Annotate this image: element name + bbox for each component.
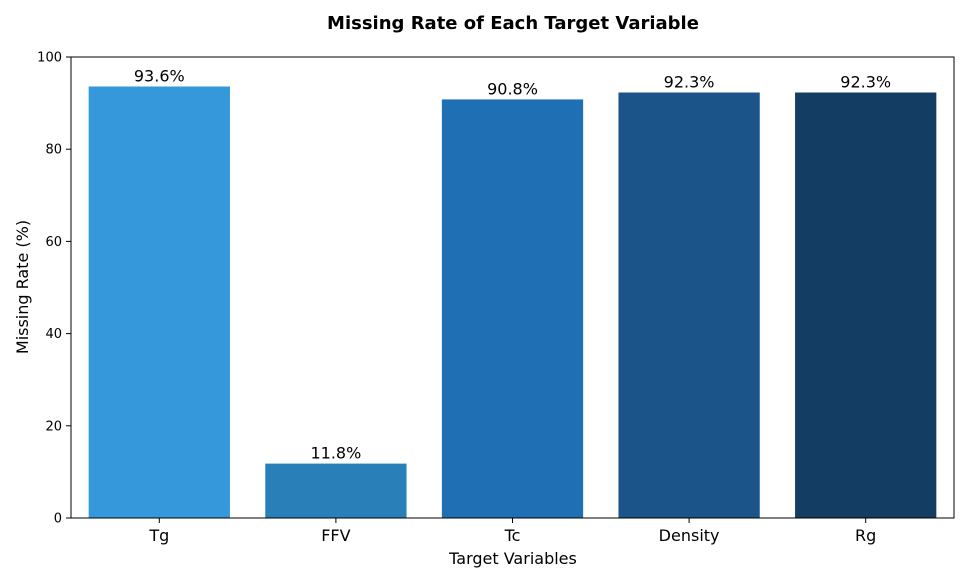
data-label: 90.8% bbox=[487, 79, 538, 98]
y-tick-label: 80 bbox=[45, 143, 62, 158]
data-label: 92.3% bbox=[664, 72, 715, 91]
bar bbox=[265, 463, 407, 518]
chart-title: Missing Rate of Each Target Variable bbox=[327, 13, 699, 34]
bar bbox=[795, 92, 937, 518]
data-label: 92.3% bbox=[840, 72, 891, 91]
y-tick-label: 60 bbox=[45, 235, 62, 250]
y-axis-label: Missing Rate (%) bbox=[13, 220, 32, 354]
data-label: 11.8% bbox=[310, 444, 361, 463]
data-label: 93.6% bbox=[134, 67, 185, 86]
x-tick-label: Tg bbox=[148, 526, 169, 545]
x-axis-label: Target Variables bbox=[448, 549, 577, 568]
x-tick-label: Tc bbox=[504, 526, 521, 545]
bar bbox=[618, 92, 760, 518]
bar bbox=[88, 86, 230, 518]
y-tick-label: 100 bbox=[37, 51, 62, 66]
x-tick-label: FFV bbox=[321, 526, 350, 545]
x-tick-label: Rg bbox=[855, 526, 876, 545]
y-tick-label: 0 bbox=[54, 512, 62, 527]
bar bbox=[441, 99, 584, 519]
plot-frame bbox=[70, 56, 955, 519]
y-tick-label: 40 bbox=[45, 327, 62, 342]
y-tick-label: 20 bbox=[45, 419, 62, 434]
plot-area: 0 20 40 60 80 100 93.6% Tg 11.8% FFV 90.8% Tc 92.3% D… bbox=[37, 51, 937, 545]
x-tick-label: Density bbox=[659, 526, 720, 545]
